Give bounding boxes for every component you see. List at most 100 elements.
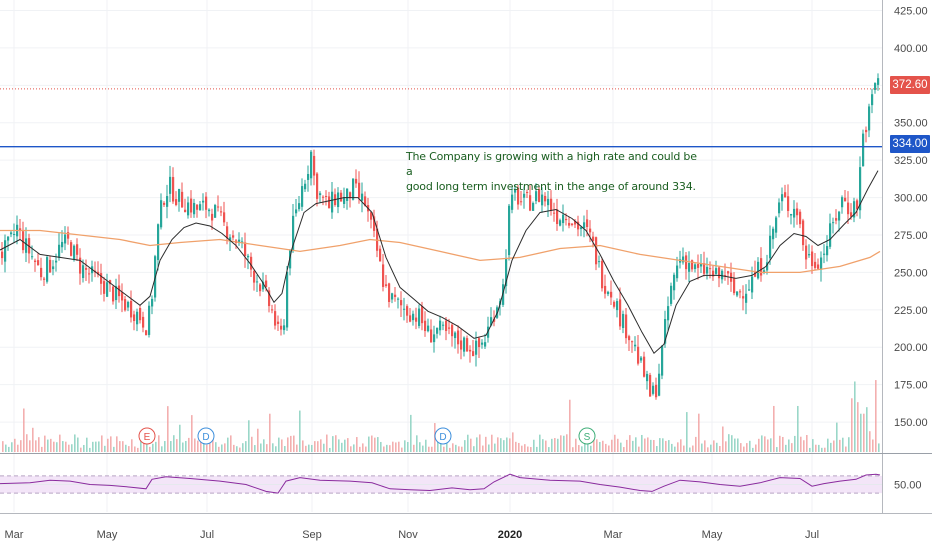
- volume-bar: [164, 441, 166, 452]
- volume-bar: [65, 441, 67, 452]
- candle-body: [574, 220, 577, 225]
- price-tick-label: 425.00: [894, 5, 928, 17]
- volume-bar: [17, 444, 19, 452]
- candle-body: [517, 187, 520, 205]
- volume-bar: [716, 442, 718, 452]
- volume-bar: [536, 446, 538, 452]
- volume-bar: [500, 438, 502, 452]
- candle-body: [325, 195, 328, 197]
- volume-bar: [635, 437, 637, 452]
- candle-body: [211, 213, 214, 221]
- candle-body: [529, 195, 532, 211]
- candle-body: [34, 260, 37, 263]
- volume-bar: [632, 440, 634, 452]
- candle-body: [271, 309, 274, 311]
- candle-body: [208, 209, 211, 212]
- volume-bar: [695, 436, 697, 452]
- candle-body: [31, 256, 34, 258]
- volume-bar: [803, 440, 805, 452]
- candle-body: [85, 267, 88, 270]
- volume-bar: [506, 437, 508, 452]
- candle-body: [646, 373, 649, 382]
- volume-bar: [713, 440, 715, 452]
- volume-bar: [59, 434, 61, 452]
- volume-bar: [410, 414, 412, 452]
- candle-body: [724, 275, 727, 277]
- candle-body: [520, 201, 523, 203]
- candle-body: [355, 178, 358, 184]
- candle-body: [676, 265, 679, 279]
- candle-body: [847, 202, 850, 215]
- candle-body: [343, 197, 346, 204]
- candle-body: [400, 300, 403, 306]
- volume-bar: [209, 435, 211, 452]
- volume-bar: [116, 436, 118, 452]
- volume-bar: [89, 447, 91, 452]
- volume-bar: [623, 447, 625, 452]
- candle-body: [70, 242, 73, 256]
- volume-bar: [689, 447, 691, 452]
- volume-bar: [629, 435, 631, 452]
- candle-body: [541, 194, 544, 206]
- time-axis-label: Jul: [805, 529, 819, 541]
- volume-bar: [440, 439, 442, 452]
- volume-bar: [602, 440, 604, 452]
- volume-bar: [620, 442, 622, 452]
- volume-bar: [416, 435, 418, 452]
- candle-body: [361, 193, 364, 201]
- candle-body: [232, 235, 235, 238]
- candle-body: [25, 238, 28, 253]
- candle-body: [133, 314, 136, 322]
- volume-bar: [191, 415, 193, 452]
- volume-bar: [755, 444, 757, 452]
- volume-bar: [14, 438, 16, 452]
- candle-body: [346, 188, 349, 201]
- volume-bar: [752, 447, 754, 452]
- candle-body: [52, 266, 55, 270]
- candle-body: [748, 289, 751, 291]
- volume-bar: [5, 444, 7, 452]
- candle-body: [73, 245, 76, 260]
- volume-bar: [680, 439, 682, 452]
- candle-body: [424, 320, 427, 332]
- candle-body: [877, 78, 880, 85]
- volume-bar: [260, 443, 262, 452]
- candle-body: [544, 195, 547, 202]
- volume-bar: [665, 440, 667, 452]
- candle-body: [220, 211, 223, 213]
- volume-bar: [683, 445, 685, 452]
- time-axis-label: May: [702, 529, 723, 541]
- volume-bar: [47, 439, 49, 452]
- candle-body: [319, 193, 322, 196]
- candle-body: [76, 244, 79, 255]
- candle-body: [187, 202, 190, 216]
- candle-body: [760, 258, 763, 276]
- candle-body: [97, 271, 100, 275]
- volume-bar: [443, 446, 445, 452]
- candle-body: [118, 285, 121, 297]
- candle-body: [13, 233, 16, 235]
- candle-body: [853, 201, 856, 218]
- candle-body: [412, 313, 415, 321]
- volume-bar: [68, 444, 70, 452]
- candle-body: [628, 336, 631, 341]
- volume-bar: [161, 446, 163, 452]
- candle-body: [514, 189, 517, 193]
- volume-bar: [179, 424, 181, 452]
- volume-bar: [200, 434, 202, 452]
- volume-bar: [746, 443, 748, 452]
- candle-body: [697, 263, 700, 268]
- candle-body: [289, 250, 292, 269]
- volume-bar: [581, 446, 583, 452]
- volume-bar: [359, 446, 361, 452]
- candle-body: [403, 308, 406, 310]
- volume-bar: [167, 406, 169, 452]
- candle-body: [55, 260, 58, 263]
- candle-body: [229, 237, 232, 241]
- volume-bar: [125, 444, 127, 452]
- volume-bar: [401, 447, 403, 452]
- volume-bar: [257, 428, 259, 452]
- volume-bar: [380, 441, 382, 452]
- volume-bar: [464, 440, 466, 452]
